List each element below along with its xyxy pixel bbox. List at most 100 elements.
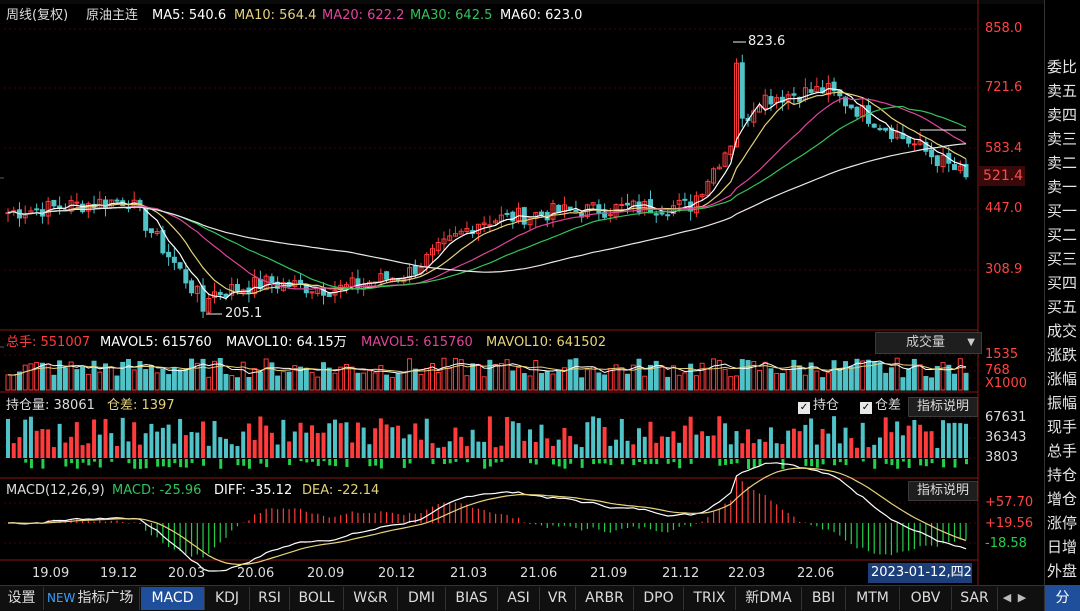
scroll-right-icon[interactable]: ▶ xyxy=(1017,591,1027,604)
candle-down xyxy=(963,163,969,178)
tab-dpo[interactable]: DPO xyxy=(634,587,684,610)
oi-bar-up xyxy=(654,442,659,458)
tab-bbi[interactable]: BBI xyxy=(802,587,846,610)
tab-vr[interactable]: VR xyxy=(540,587,576,610)
hold-checkbox[interactable]: ✓ 持仓 xyxy=(798,397,839,415)
tab-sar[interactable]: SAR xyxy=(952,587,998,610)
oi-diff-bar xyxy=(580,459,584,468)
oi-bar-down xyxy=(625,440,630,458)
oi-bar-down xyxy=(528,429,533,458)
oi-bar-down xyxy=(705,435,710,458)
candle-up xyxy=(212,291,218,299)
diff-checkbox-label: 仓差 xyxy=(875,398,902,413)
oi-bar-up xyxy=(46,429,51,458)
volume-bar-down xyxy=(906,368,912,391)
volume-bar-up xyxy=(734,375,740,391)
volume-bar-up xyxy=(343,363,349,391)
oi-bar-down xyxy=(832,416,837,458)
candle-up xyxy=(74,201,80,204)
indicator-explain-button[interactable]: 指标说明 xyxy=(908,397,978,417)
candle-up xyxy=(957,165,963,171)
oi-diff-bar xyxy=(138,459,142,469)
oi-diff-bar xyxy=(592,459,596,465)
volume-bar-down xyxy=(223,373,229,391)
volume-bar-down xyxy=(745,360,751,391)
oi-diff-bar xyxy=(494,459,498,463)
indicator-dropdown[interactable]: 成交量 ▼ xyxy=(875,332,982,354)
candle-down xyxy=(538,211,544,215)
oi-bar-up xyxy=(269,432,274,458)
candle-up xyxy=(676,199,682,205)
oi-bar-up xyxy=(86,443,91,458)
oi-bar-down xyxy=(235,446,240,458)
oi-bar-up xyxy=(258,416,263,458)
ma20-line xyxy=(7,96,967,290)
oi-diff-bar xyxy=(202,459,206,466)
oi-diff-bar xyxy=(534,459,538,465)
volume-bar-up xyxy=(309,371,315,391)
oi-bar-down xyxy=(803,424,808,458)
candle-up xyxy=(45,200,51,217)
macd-explain-button[interactable]: 指标说明 xyxy=(908,481,978,501)
tab-mtm[interactable]: MTM xyxy=(846,587,900,610)
volume-bar-up xyxy=(481,376,487,391)
sidebar-item: 总手 xyxy=(1047,442,1078,460)
volume-bar-up xyxy=(693,375,699,391)
oi-bar-up xyxy=(80,445,85,458)
oi-diff-bar xyxy=(173,459,177,464)
minute-chart-button[interactable]: 分 xyxy=(1045,585,1080,611)
oi-diff-bar xyxy=(666,459,670,464)
volume-bar-up xyxy=(493,363,499,391)
diff-checkbox[interactable]: ✓ 仓差 xyxy=(860,397,901,415)
indicator-plaza-tab[interactable]: NEW 指标广场 xyxy=(44,587,140,610)
oi-diff-bar xyxy=(448,459,452,464)
tab-rsi[interactable]: RSI xyxy=(250,587,290,610)
volume-bar-up xyxy=(430,362,436,391)
candle-down xyxy=(298,279,304,284)
tab-macd[interactable]: MACD xyxy=(141,587,205,610)
oi-diff-bar xyxy=(500,459,504,462)
tab-dmi[interactable]: DMI xyxy=(398,587,446,610)
oi-bar-up xyxy=(688,416,693,458)
volume-bar-down xyxy=(177,369,183,391)
oi-tick: 67631 xyxy=(985,410,1027,425)
settings-tab[interactable]: 设置 xyxy=(0,587,44,610)
candle-up xyxy=(5,212,11,215)
tab-new-dma[interactable]: 新DMA xyxy=(736,587,802,610)
oi-diff-bar xyxy=(167,459,171,468)
oi-bar-down xyxy=(292,431,297,458)
tab-trix[interactable]: TRIX xyxy=(684,587,736,610)
volume-unit: X1000 xyxy=(985,376,1027,391)
oi-bar-up xyxy=(849,438,854,458)
sidebar-item: 现手 xyxy=(1047,418,1078,436)
candle-up xyxy=(940,154,946,168)
scroll-left-icon[interactable]: ◀ xyxy=(1002,591,1012,604)
candle-up xyxy=(607,214,613,217)
volume-bar-up xyxy=(860,360,866,391)
oi-diff-bar xyxy=(689,459,693,464)
volume-bar-up xyxy=(561,367,567,391)
chart-canvas[interactable] xyxy=(0,0,1044,585)
volume-bar-up xyxy=(212,360,218,391)
volume-bar-up xyxy=(252,368,258,391)
tab-wr[interactable]: W&R xyxy=(344,587,398,610)
tab-asi[interactable]: ASI xyxy=(498,587,540,610)
tab-kdj[interactable]: KDJ xyxy=(205,587,250,610)
volume-bar-up xyxy=(338,366,344,391)
volume-bar-up xyxy=(407,358,413,391)
tab-bias[interactable]: BIAS xyxy=(446,587,498,610)
sidebar-item: 买一 xyxy=(1047,202,1078,220)
volume-bar-down xyxy=(579,377,585,391)
volume-bar-up xyxy=(584,369,590,391)
oi-bar-up xyxy=(378,418,383,458)
oi-bar-down xyxy=(281,419,286,458)
volume-bar-down xyxy=(848,366,854,391)
oi-diff-bar xyxy=(890,459,894,466)
tab-arbr[interactable]: ARBR xyxy=(576,587,634,610)
diff-line xyxy=(7,462,967,572)
tab-boll[interactable]: BOLL xyxy=(290,587,344,610)
tab-obv[interactable]: OBV xyxy=(900,587,952,610)
volume-bar-down xyxy=(326,367,332,391)
oi-diff-bar xyxy=(374,459,378,466)
candle-up xyxy=(435,242,441,251)
